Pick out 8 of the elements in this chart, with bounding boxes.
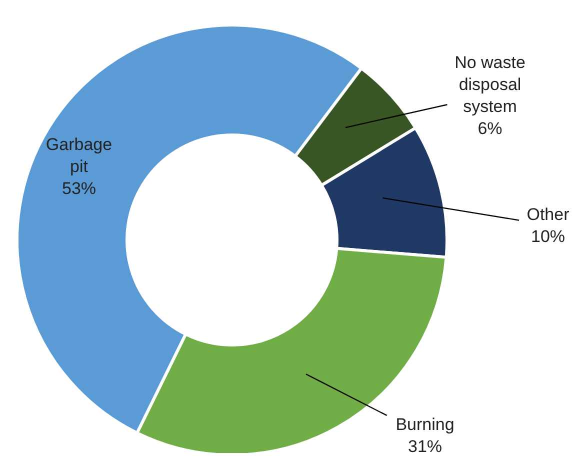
data-label: 31% — [408, 436, 442, 456]
slice-label: Other — [526, 204, 570, 224]
slice-label: Burning — [396, 414, 454, 434]
data-label: 53% — [62, 178, 96, 198]
slice-label: Garbage pit — [46, 134, 112, 176]
data-label: 6% — [478, 118, 502, 138]
slice-label: No waste disposal system — [454, 52, 526, 116]
data-label: 10% — [530, 226, 566, 246]
